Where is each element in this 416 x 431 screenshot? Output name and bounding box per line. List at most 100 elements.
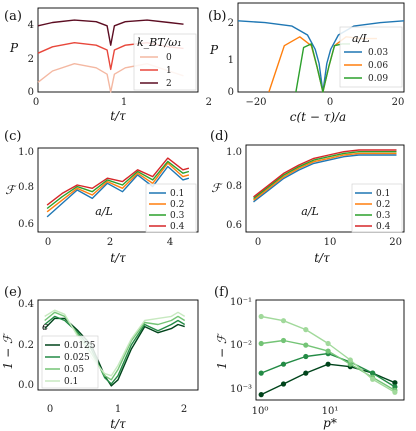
- y-axis-label: P: [209, 43, 219, 57]
- x-tick-label: 0: [255, 237, 261, 248]
- x-tick-label: 0: [45, 237, 51, 248]
- series-line-2: [253, 150, 397, 200]
- y-tick-label: 10⁻³: [230, 384, 252, 395]
- series-line-1: [260, 352, 396, 388]
- data-point: [325, 340, 331, 347]
- data-point: [280, 381, 287, 387]
- data-point: [347, 357, 353, 363]
- legend-entry: 0.4: [170, 222, 185, 232]
- legend: 0.1 0.2 0.3 0.4: [145, 183, 197, 233]
- legend-box: [351, 183, 403, 233]
- y-tick-label: 0: [28, 87, 34, 98]
- plot-area: [258, 313, 398, 398]
- y-axis-label: P: [9, 41, 19, 55]
- data-point: [325, 361, 331, 367]
- legend-box: [339, 26, 403, 88]
- data-point: [392, 389, 398, 395]
- data-point: [280, 318, 287, 324]
- data-point: [370, 376, 376, 382]
- data-point: [258, 370, 264, 376]
- data-point: [258, 340, 264, 347]
- y-axis-label: 1 − ℱ: [1, 332, 15, 369]
- legend-entry: 0.2: [376, 200, 390, 210]
- x-tick-label: −20: [245, 97, 266, 108]
- x-tick-label: 10¹: [322, 406, 339, 417]
- panel-e: (e) 0 1 2 0.0 0.2 0.4 t/τ 1 − ℱ ϵ 0.0125…: [1, 285, 199, 431]
- y-axis-label: ℱ: [5, 183, 17, 197]
- x-tick-label: 20: [392, 97, 405, 108]
- y-tick-label: 10⁻¹: [230, 297, 252, 308]
- series-line-2: [46, 160, 190, 210]
- y-tick-label: 0.4: [18, 299, 34, 310]
- plot-frame: [245, 144, 405, 233]
- plot-area: [46, 157, 190, 218]
- x-tick-label: 0: [47, 404, 53, 415]
- x-axis-label: t/τ: [110, 417, 126, 431]
- legend-title: ϵ: [42, 320, 48, 333]
- y-tick-label: 4: [28, 20, 34, 31]
- y-axis-label: 1 − ℱ: [215, 332, 229, 369]
- series-line-0: [46, 165, 190, 218]
- y-tick-label: 0.8: [226, 181, 242, 192]
- x-tick-label: 20: [389, 237, 402, 248]
- y-tick-label: 1: [228, 55, 234, 66]
- legend-title: a/L: [352, 32, 370, 45]
- y-tick-label: 2: [228, 18, 234, 29]
- legend: a/L 0.03 0.06 0.09: [339, 26, 403, 88]
- legend-entry: 0.05: [64, 365, 84, 375]
- series-line-2: [295, 43, 350, 93]
- y-tick-label: 1.0: [18, 147, 34, 158]
- x-tick-label: 1: [115, 404, 121, 415]
- legend-entry: 0.06: [368, 61, 388, 71]
- y-tick-label: 2: [28, 54, 34, 65]
- legend-entry: 1: [166, 66, 172, 76]
- panel-f: (f) 10⁰ 10¹ 10⁻³ 10⁻² 10⁻¹ p* 1 − ℱ: [214, 285, 405, 430]
- series-line-1: [253, 152, 397, 201]
- data-point: [280, 361, 287, 367]
- y-axis-label: ℱ: [211, 181, 223, 195]
- series-line-3: [253, 149, 397, 198]
- x-tick-label: 4: [167, 237, 173, 248]
- panel-label: (f): [214, 285, 229, 300]
- series-line-2: [44, 311, 186, 381]
- x-tick-label: 0: [33, 97, 39, 108]
- y-tick-label: 0: [228, 87, 234, 98]
- data-point: [280, 337, 287, 344]
- legend: k_BT/ω₁ 0 1 2: [133, 33, 197, 91]
- series-line-3: [46, 157, 190, 206]
- y-tick-label: 0.6: [226, 220, 242, 231]
- legend-entry: 0: [166, 53, 172, 63]
- legend-box: [145, 183, 197, 233]
- plot-frame: [255, 299, 405, 401]
- panel-label: (e): [4, 285, 22, 300]
- panel-label: (c): [4, 129, 21, 144]
- panel-c: (c) 0 2 4 0.6 0.8 1.0 t/τ ℱ a/L 0.1 0.2 …: [4, 129, 199, 265]
- legend-entry: 0.0125: [64, 341, 96, 351]
- legend-entry: 0.2: [170, 200, 184, 210]
- legend-entry: 0.1: [64, 377, 78, 387]
- panel-label: (d): [210, 129, 228, 144]
- data-point: [303, 353, 309, 360]
- x-tick-label: 1: [121, 97, 127, 108]
- data-point: [392, 380, 398, 386]
- legend-title: k_BT/ω₁: [137, 36, 182, 49]
- data-point: [303, 327, 309, 333]
- x-tick-label: 10: [324, 237, 337, 248]
- panel-d: (d) 0 10 20 0.6 0.8 1.0 t/τ ℱ a/L 0.1 0.…: [210, 129, 405, 265]
- y-tick-label: 0.0: [18, 380, 34, 391]
- series-line-1: [46, 162, 190, 213]
- y-tick-label: 0.6: [18, 219, 34, 230]
- panel-a: (a) 0 1 2 0 2 4 t/τ P k_BT/ω₁ 0 1 2: [4, 7, 212, 123]
- series-line-2: [37, 19, 184, 46]
- legend-entry: 0.4: [376, 222, 391, 232]
- legend: 0.1 0.2 0.3 0.4: [351, 183, 403, 233]
- y-tick-label: 0.2: [18, 340, 34, 351]
- series-line-1: [44, 315, 186, 385]
- legend-box: [133, 33, 197, 91]
- legend-title: a/L: [301, 205, 319, 218]
- legend-entry: 0.3: [170, 211, 185, 221]
- legend-entry: 0.1: [376, 189, 390, 199]
- legend-entry: 0.025: [64, 353, 90, 363]
- legend-entry: 0.3: [376, 211, 391, 221]
